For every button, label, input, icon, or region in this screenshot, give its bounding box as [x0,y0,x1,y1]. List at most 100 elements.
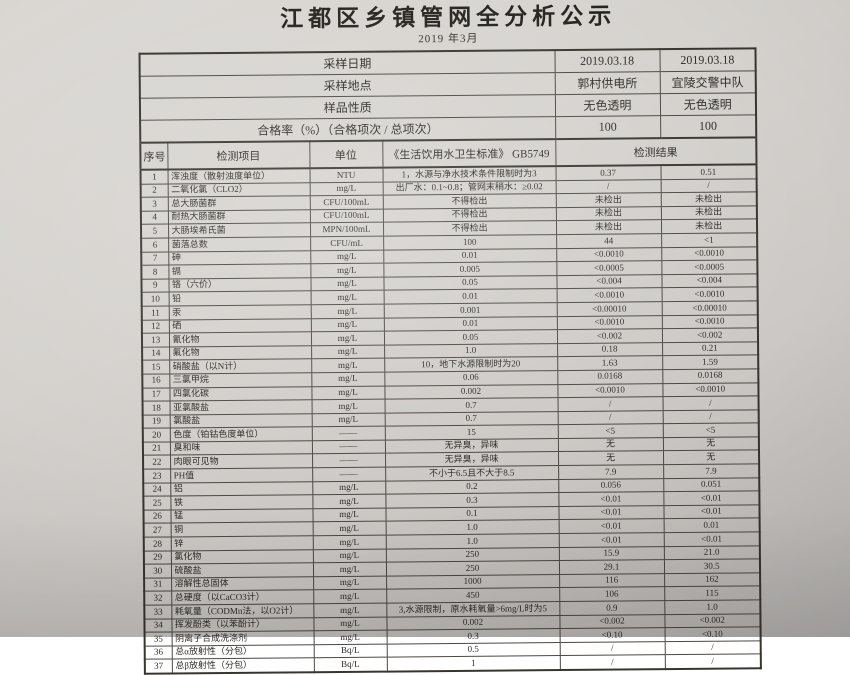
cell-unit: mg/L [312,548,386,563]
cell-unit: mg/L [310,276,384,292]
cell-index: 12 [141,319,169,334]
cell-unit: mg/L [313,603,387,618]
cell-result-2: <0.0010 [661,246,758,261]
cell-unit: mg/L [311,344,385,360]
cell-result-1: <0.0010 [557,383,663,398]
summary-section: 采样日期 2019.03.18 2019.03.18 采样地点 郭村供电所 宜陵交警中队样… [139,48,757,143]
summary-value-1: 郭村供电所 [554,71,660,95]
cell-unit: mg/L [312,562,387,577]
cell-result-2: <0.0010 [661,314,758,329]
cell-item: 铝 [170,481,313,497]
cell-unit: Bq/L [313,643,387,659]
cell-item: 铬（六价） [168,277,311,293]
cell-unit: mg/L [309,181,383,196]
cell-index: 35 [144,632,172,646]
cell-result-1: 未检出 [555,206,661,221]
cell-result-2: / [664,654,761,670]
cell-index: 6 [141,237,169,252]
cell-result-2: <5 [662,423,759,438]
cell-result-1: 0.0168 [557,369,663,385]
cell-result-1: <5 [557,423,663,439]
cell-index: 19 [142,414,170,429]
cell-unit: CFU/100mL [309,195,383,210]
summary-value-2: 2019.03.18 [659,48,756,72]
cell-index: 21 [142,441,171,456]
cell-index: 1 [140,169,168,184]
summary-value-1: 2019.03.18 [554,49,660,73]
cell-result-2: / [662,409,759,424]
cell-unit: CFU/mL [310,236,384,251]
cell-result-2: / [660,178,757,193]
cell-index: 36 [144,645,172,660]
cell-index: 15 [142,360,170,375]
cell-result-2: <0.01 [663,491,760,506]
cell-index: 28 [143,536,171,551]
cell-standard: 1，水源与净水技术条件限制时为3 [382,166,556,182]
cell-unit: mg/L [310,317,384,332]
cell-item: 汞 [168,304,311,320]
cell-index: 22 [143,455,171,470]
cell-result-2: 无 [662,436,760,452]
analysis-table: 采样日期 2019.03.18 2019.03.18 采样地点 郭村供电所 宜陵交警中队样… [138,47,762,675]
cell-item: 氯化物 [170,549,313,565]
cell-standard: 1 [386,655,560,672]
cell-index: 3 [140,197,168,211]
cell-result-1: 0.37 [555,165,661,181]
cell-result-1: 无 [557,437,664,453]
cell-index: 5 [140,224,169,239]
summary-value-2: 宜陵交警中队 [659,70,756,94]
cell-index: 24 [143,482,171,497]
cell-index: 7 [141,251,169,266]
cell-result-1: <0.01 [558,532,664,548]
cell-result-2: <0.01 [663,504,760,520]
cell-result-2: 162 [664,572,761,588]
cell-item: 肉眼可见物 [170,454,313,470]
cell-index: 8 [141,265,169,279]
cell-index: 29 [143,550,171,565]
cell-index: 4 [140,210,168,225]
summary-value-1: 无色透明 [554,93,661,117]
cell-unit: mg/L [312,494,386,509]
cell-unit: mg/L [311,385,385,400]
cell-result-2: 1.59 [662,355,759,370]
cell-result-2: <0.004 [661,273,758,289]
cell-unit: Bq/L [313,657,387,673]
cell-unit: mg/L [313,616,387,631]
cell-item: 溶解性总固体 [171,576,314,592]
cell-result-1: <0.01 [558,505,664,521]
cell-result-1: <0.01 [558,491,664,507]
cell-result-2: <0.0010 [661,287,758,302]
paper-sheet: 江都区乡镇管网全分析公示 2019 年3月 采样日期 2019.03.18 2019… [138,1,764,675]
cell-unit: mg/L [311,358,385,373]
cell-unit: —— [311,426,385,441]
cell-result-2: 21.0 [663,545,760,560]
cell-unit: mg/L [311,399,385,414]
cell-unit: mg/L [311,371,385,387]
cell-result-2: / [662,395,759,411]
cell-result-2: 115 [664,586,761,601]
cell-index: 13 [141,333,170,347]
cell-index: 10 [141,292,169,307]
cell-result-1: <0.0005 [556,260,662,276]
cell-unit: mg/L [311,412,385,427]
cell-index: 31 [144,577,172,592]
cell-index: 18 [142,401,170,415]
cell-index: 16 [142,373,170,388]
cell-item: 总α放射性（分包） [171,644,314,660]
cell-item: 砷 [168,250,311,266]
cell-result-1: / [559,655,665,671]
cell-result-1: / [557,396,663,412]
cell-result-1: <0.0010 [556,315,662,330]
cell-index: 9 [141,278,169,293]
cell-result-2: / [664,640,761,656]
cell-result-2: 7.9 [663,463,760,479]
cell-result-2: <0.01 [663,531,760,547]
cell-result-2: <0.002 [664,613,761,628]
summary-value-1: 100 [555,115,661,140]
cell-index: 30 [143,564,172,578]
cell-result-1: / [559,641,665,656]
cell-result-1: <0.01 [558,519,664,534]
cell-result-2: <0.10 [664,626,761,642]
cell-index: 37 [144,659,172,674]
